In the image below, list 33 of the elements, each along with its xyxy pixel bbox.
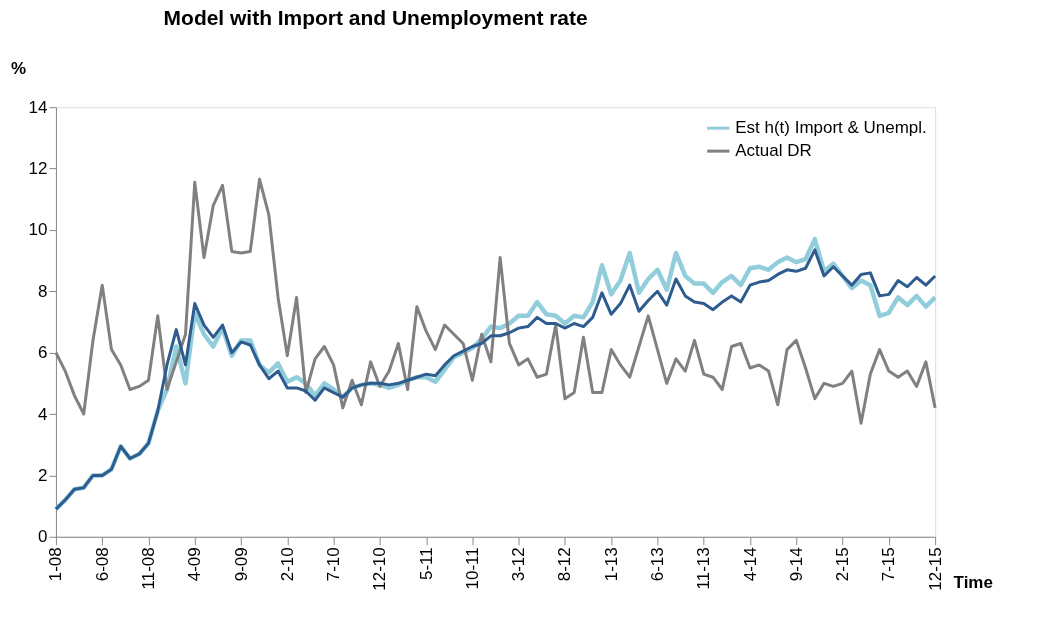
x-tick-label: 12-15 [925,547,945,591]
y-tick-label: 8 [38,281,48,301]
x-tick-label: 2-10 [277,547,297,582]
x-tick-label: 1-13 [601,547,621,582]
y-tick-label: 10 [28,220,48,240]
x-tick-label: 3-12 [509,547,529,582]
legend-label: Est h(t) Import & Unempl. [735,118,927,138]
chart-title: Model with Import and Unemployment rate [163,6,588,30]
legend-label: Actual DR [735,141,812,161]
x-tick-label: 12-10 [370,547,390,591]
x-tick-label: 5-11 [416,547,436,580]
y-tick-label: 6 [38,343,48,363]
x-tick-label: 8-12 [555,547,575,582]
x-tick-label: 4-14 [740,547,760,582]
x-tick-label: 1-08 [46,547,66,582]
y-axis-title: % [10,58,27,78]
y-tick-label: 0 [38,527,48,547]
x-tick-label: 11-13 [694,547,714,590]
x-tick-label: 2-15 [833,547,853,582]
y-tick-label: 2 [38,465,48,485]
x-tick-label: 4-09 [185,547,205,582]
x-axis-title: Time [953,573,993,593]
y-tick-label: 14 [28,97,48,117]
x-tick-label: 11-08 [138,547,158,590]
y-tick-label: 12 [28,159,48,179]
x-tick-label: 7-15 [879,547,899,582]
x-tick-label: 7-10 [324,547,344,582]
x-tick-label: 6-13 [647,547,667,582]
x-tick-label: 9-14 [786,547,806,582]
x-tick-label: 9-09 [231,547,251,582]
x-tick-label: 6-08 [92,547,112,582]
x-tick-label: 10-11 [462,547,482,590]
y-tick-label: 4 [38,404,48,424]
